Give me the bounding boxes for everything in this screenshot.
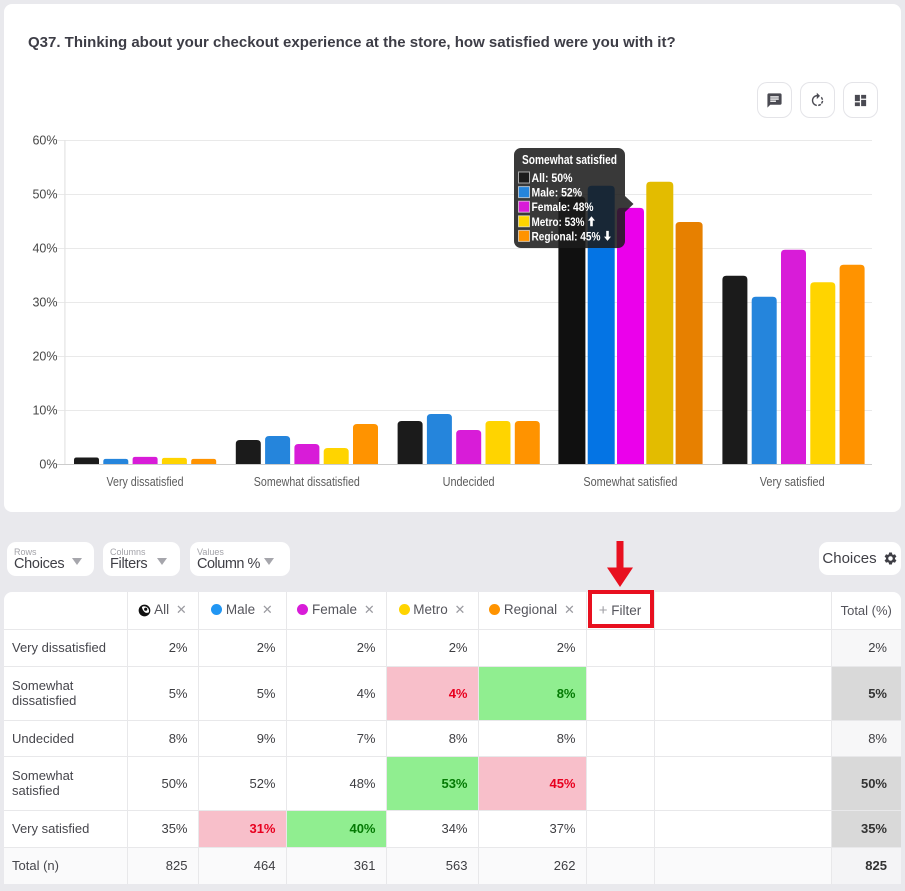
svg-text:Very satisfied: Very satisfied [760,475,825,489]
svg-text:Somewhat satisfied: Somewhat satisfied [522,153,617,167]
svg-text:60%: 60% [32,134,57,148]
svg-text:Regional: 45%: Regional: 45% [532,229,601,243]
svg-text:Undecided: Undecided [443,475,495,489]
svg-text:40%: 40% [32,242,57,256]
svg-text:20%: 20% [32,350,57,364]
svg-text:Somewhat dissatisfied: Somewhat dissatisfied [254,475,360,489]
svg-text:10%: 10% [32,404,57,418]
svg-text:Somewhat satisfied: Somewhat satisfied [583,475,677,489]
svg-text:50%: 50% [32,188,57,202]
svg-text:Female: 48%: Female: 48% [532,200,594,214]
svg-text:30%: 30% [32,296,57,310]
svg-text:All: 50%: All: 50% [532,171,573,185]
svg-text:Metro: 53%: Metro: 53% [532,215,585,229]
svg-text:Male: 52%: Male: 52% [532,186,583,200]
svg-text:Very dissatisfied: Very dissatisfied [107,475,184,489]
svg-text:0%: 0% [39,458,57,472]
